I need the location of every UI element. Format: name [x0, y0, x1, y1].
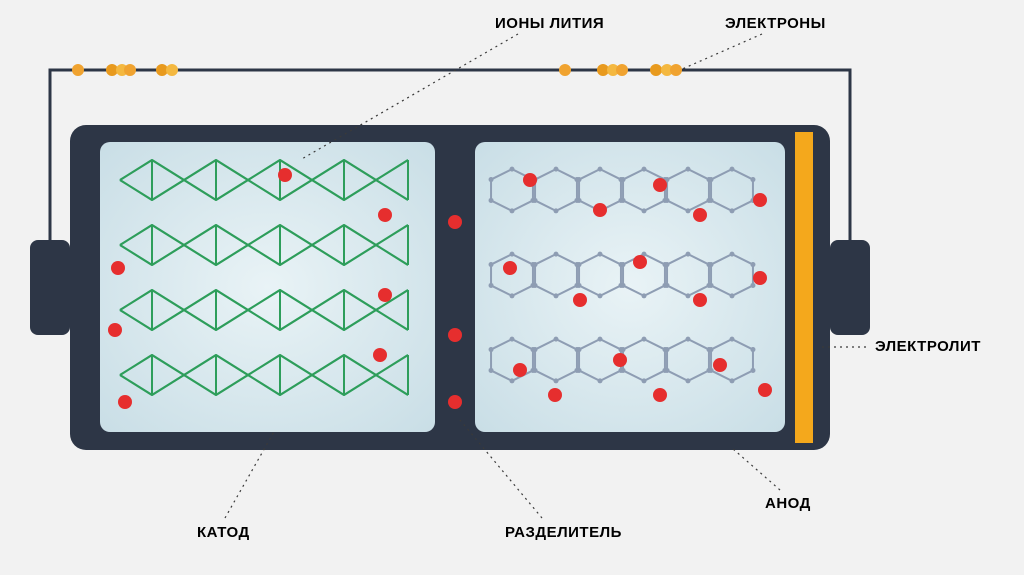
- battery-diagram-svg: [0, 0, 1024, 575]
- diagram-canvas: ИОНЫ ЛИТИЯ ЭЛЕКТРОНЫ ЭЛЕКТРОЛИТ АНОД РАЗ…: [0, 0, 1024, 575]
- label-electrolyte: ЭЛЕКТРОЛИТ: [875, 338, 981, 355]
- label-lithium-ions: ИОНЫ ЛИТИЯ: [495, 15, 604, 32]
- label-anode: АНОД: [765, 495, 811, 512]
- label-separator: РАЗДЕЛИТЕЛЬ: [505, 524, 622, 541]
- label-electrons: ЭЛЕКТРОНЫ: [725, 15, 826, 32]
- label-cathode: КАТОД: [197, 524, 250, 541]
